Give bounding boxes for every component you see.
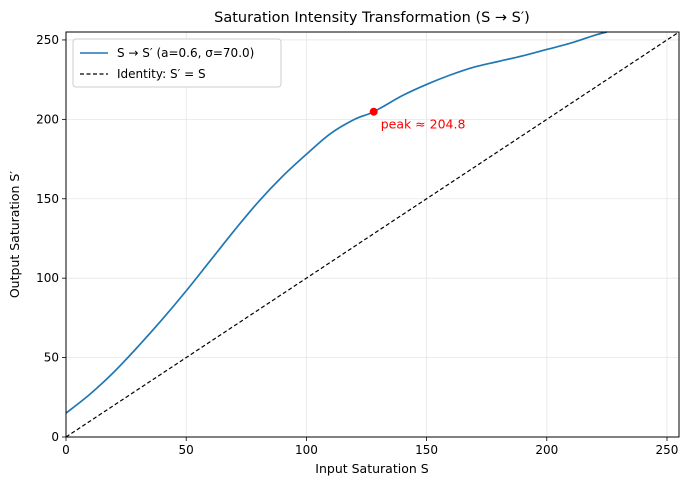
y-tick-label: 0 [51, 430, 59, 444]
legend: S → S′ (a=0.6, σ=70.0) Identity: S′ = S [72, 38, 282, 88]
axis-ticks: 0 50 100 150 200 250 0 50 100 150 200 250 [36, 33, 678, 457]
y-tick-label: 50 [44, 351, 59, 365]
y-tick-label: 250 [36, 33, 59, 47]
x-axis-label: Input Saturation S [315, 461, 428, 476]
x-tick-label: 150 [415, 443, 438, 457]
series-line-curve [65, 31, 608, 414]
legend-box [72, 38, 282, 88]
y-tick-label: 100 [36, 271, 59, 285]
x-tick-label: 250 [656, 443, 679, 457]
x-tick-label: 200 [535, 443, 558, 457]
y-tick-label: 150 [36, 192, 59, 206]
x-tick-label: 0 [62, 443, 70, 457]
legend-label-identity: Identity: S′ = S [117, 67, 206, 81]
peak-marker [369, 107, 378, 116]
grid [65, 32, 679, 438]
series-layer [65, 31, 680, 438]
y-tick-label: 200 [36, 112, 59, 126]
x-tick-label: 100 [295, 443, 318, 457]
series-line-identity [65, 31, 680, 438]
chart-title: Saturation Intensity Transformation (S →… [214, 10, 530, 26]
x-tick-label: 50 [179, 443, 194, 457]
legend-label-curve: S → S′ (a=0.6, σ=70.0) [117, 46, 254, 60]
peak-label: peak ≈ 204.8 [381, 117, 466, 132]
annotation-layer: peak ≈ 204.8 [369, 107, 466, 132]
y-axis-label: Output Saturation S′ [7, 171, 22, 298]
plot-frame [65, 31, 680, 438]
